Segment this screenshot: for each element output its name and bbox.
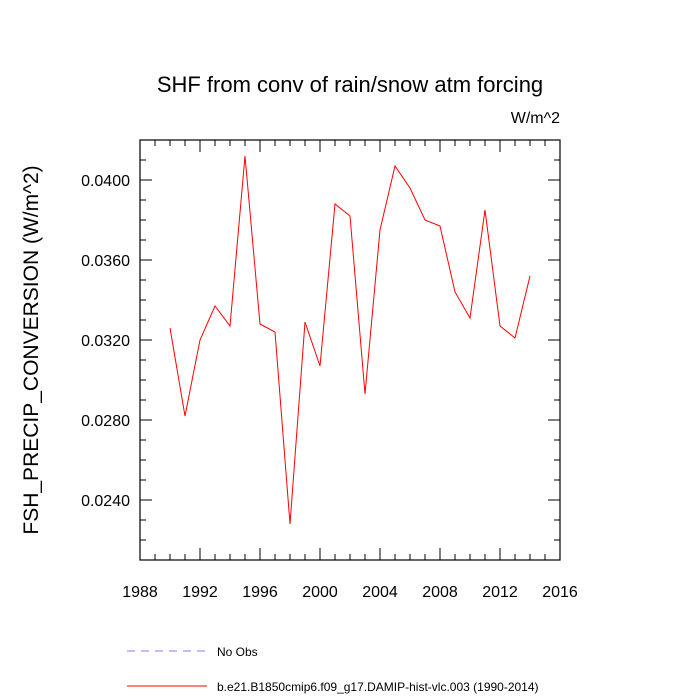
legend-label-model: b.e21.B1850cmip6.f09_g17.DAMIP-hist-vlc.… bbox=[217, 680, 539, 694]
y-tick-label: 0.0360 bbox=[81, 253, 130, 270]
y-tick-label: 0.0280 bbox=[81, 413, 130, 430]
x-tick-label: 2008 bbox=[422, 584, 458, 601]
x-tick-label: 1996 bbox=[242, 584, 278, 601]
series-line-0 bbox=[169, 155, 531, 525]
y-tick-label: 0.0240 bbox=[81, 493, 130, 510]
y-axis-label: FSH_PRECIP_CONVERSION (W/m^2) bbox=[20, 165, 43, 535]
units-label: W/m^2 bbox=[510, 110, 560, 127]
y-tick-label: 0.0320 bbox=[81, 333, 130, 350]
x-tick-label: 2016 bbox=[542, 584, 578, 601]
legend-label-no-obs: No Obs bbox=[217, 645, 258, 659]
plot-frame bbox=[139, 139, 561, 561]
y-tick-label: 0.0400 bbox=[81, 173, 130, 190]
x-tick-label: 2004 bbox=[362, 584, 398, 601]
x-tick-label: 1988 bbox=[122, 584, 158, 601]
x-tick-label: 2012 bbox=[482, 584, 518, 601]
x-tick-label: 2000 bbox=[302, 584, 338, 601]
x-tick-label: 1992 bbox=[182, 584, 218, 601]
chart-title: SHF from conv of rain/snow atm forcing bbox=[156, 72, 544, 97]
